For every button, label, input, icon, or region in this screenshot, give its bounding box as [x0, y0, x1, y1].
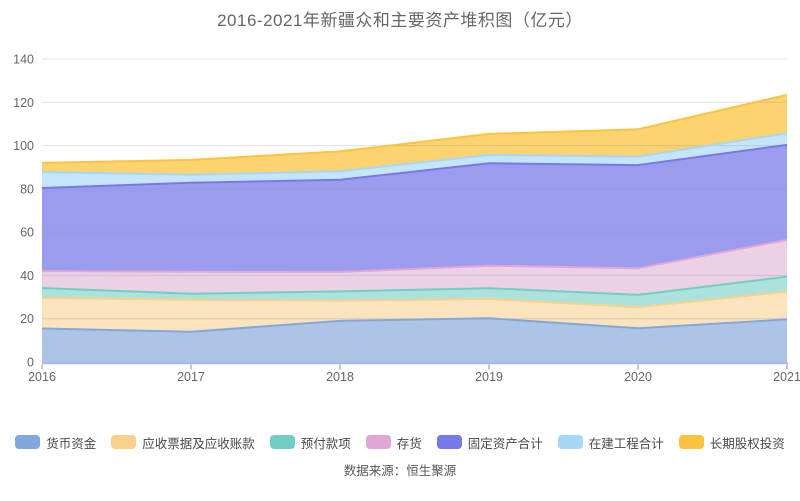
legend-item-0[interactable]: 货币资金 [15, 433, 96, 452]
x-tick-label: 2018 [326, 370, 354, 384]
legend-label: 固定资产合计 [467, 436, 543, 451]
x-tick-label: 2020 [624, 370, 652, 384]
series-line-2 [41, 275, 788, 296]
series-line-5 [41, 132, 788, 176]
y-tick-label: 80 [20, 182, 34, 196]
legend-item-6[interactable]: 长期股权投资 [678, 433, 785, 452]
legend: 货币资金 应收票据及应收账款 预付款项 存货 固定资产合计 在建工程合计 长期股权投资 [0, 431, 800, 453]
x-tick-label: 2016 [28, 370, 56, 384]
legend-label: 长期股权投资 [709, 436, 785, 451]
x-tick-label: 2017 [177, 370, 205, 384]
legend-swatch-icon [365, 435, 391, 449]
y-tick-label: 20 [20, 312, 34, 326]
legend-item-1[interactable]: 应收票据及应收账款 [111, 433, 255, 452]
area-series-4 [42, 144, 787, 272]
legend-label: 预付款项 [300, 436, 351, 451]
area-series-3 [42, 239, 787, 295]
y-tick-label: 100 [13, 139, 34, 153]
legend-item-3[interactable]: 存货 [365, 433, 422, 452]
area-series-1 [42, 291, 787, 332]
data-source: 数据来源：恒生聚源 [343, 464, 457, 478]
area-series-6 [42, 94, 787, 175]
legend-item-5[interactable]: 在建工程合计 [557, 433, 664, 452]
series-line-0 [41, 317, 788, 333]
x-tick-label: 2021 [773, 370, 800, 384]
series-line-4 [41, 143, 788, 189]
x-tick-label: 2019 [475, 370, 503, 384]
y-tick-label: 40 [20, 269, 34, 283]
series-line-3 [41, 238, 788, 273]
legend-swatch-icon [15, 435, 41, 449]
series-line-6 [41, 93, 788, 164]
y-tick-label: 0 [27, 356, 34, 370]
legend-item-2[interactable]: 预付款项 [269, 433, 351, 452]
y-tick-label: 60 [20, 226, 34, 240]
legend-swatch-icon [436, 435, 462, 449]
legend-label: 货币资金 [46, 436, 97, 451]
legend-label: 在建工程合计 [588, 436, 664, 451]
legend-swatch-icon [111, 435, 137, 449]
legend-swatch-icon [678, 435, 704, 449]
legend-swatch-icon [269, 435, 295, 449]
y-tick-label: 120 [13, 96, 34, 110]
y-tick-label: 140 [13, 53, 34, 67]
legend-label: 应收票据及应收账款 [142, 436, 255, 451]
legend-item-4[interactable]: 固定资产合计 [436, 433, 543, 452]
chart-title: 2016-2021年新疆众和主要资产堆积图（亿元） [217, 11, 583, 30]
series-line-1 [41, 290, 788, 309]
legend-swatch-icon [557, 435, 583, 449]
legend-label: 存货 [396, 436, 422, 451]
